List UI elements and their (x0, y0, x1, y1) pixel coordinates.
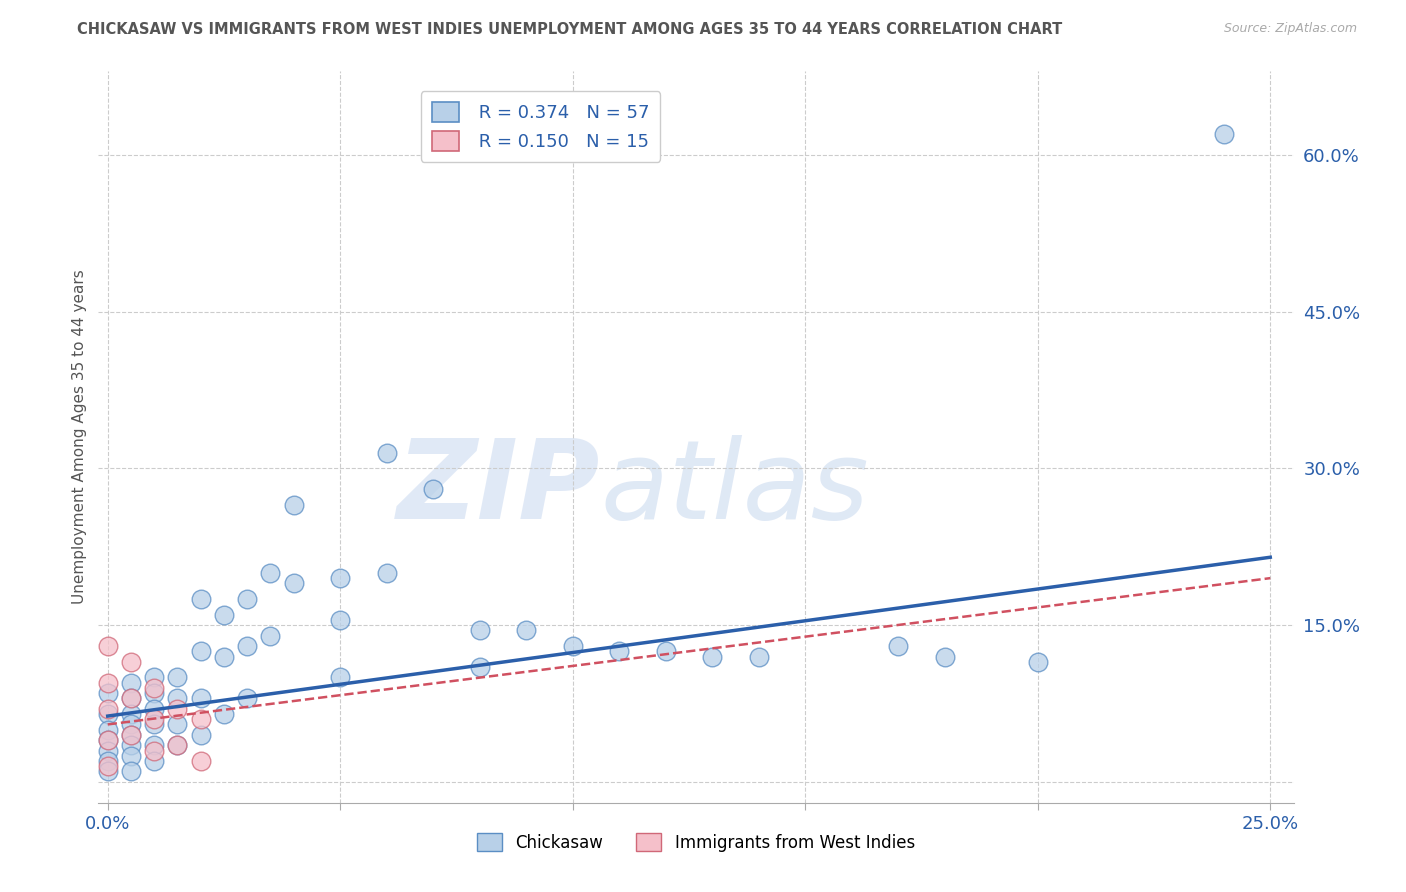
Point (468, 660, 491, 674)
Point (236, 592, 259, 607)
Point (120, 764, 142, 779)
Point (97, 743, 120, 757)
Point (120, 691, 142, 706)
Point (166, 691, 188, 706)
Point (166, 670, 188, 684)
Point (120, 748, 142, 763)
Point (236, 639, 259, 653)
Point (190, 754, 212, 768)
Point (143, 739, 166, 753)
Point (212, 607, 235, 622)
Point (1212, 127, 1234, 141)
Point (375, 446, 398, 460)
Point (236, 691, 259, 706)
Point (329, 613, 352, 627)
Point (97, 675, 120, 690)
Point (190, 691, 212, 706)
Point (329, 571, 352, 585)
Point (120, 739, 142, 753)
Point (120, 717, 142, 731)
Point (97, 702, 120, 716)
Point (375, 566, 398, 580)
Point (561, 639, 583, 653)
Text: atlas: atlas (600, 434, 869, 541)
Point (143, 712, 166, 726)
Point (212, 649, 235, 664)
Point (97, 639, 120, 653)
Text: ZIP: ZIP (396, 434, 600, 541)
Point (97, 723, 120, 737)
Point (468, 624, 491, 638)
Point (97, 706, 120, 721)
Point (190, 592, 212, 607)
Point (166, 739, 188, 753)
Point (120, 675, 142, 690)
Point (97, 764, 120, 779)
Point (120, 691, 142, 706)
Point (97, 754, 120, 768)
Point (97, 733, 120, 747)
Point (283, 576, 305, 591)
Point (166, 717, 188, 731)
Point (607, 644, 630, 658)
Point (143, 670, 166, 684)
Text: CHICKASAW VS IMMIGRANTS FROM WEST INDIES UNEMPLOYMENT AMONG AGES 35 TO 44 YEARS : CHICKASAW VS IMMIGRANTS FROM WEST INDIES… (77, 22, 1063, 37)
Point (120, 706, 142, 721)
Point (120, 728, 142, 742)
Point (329, 670, 352, 684)
Point (190, 728, 212, 742)
Point (97, 686, 120, 700)
Point (143, 686, 166, 700)
Point (143, 702, 166, 716)
Y-axis label: Unemployment Among Ages 35 to 44 years: Unemployment Among Ages 35 to 44 years (72, 269, 87, 605)
Point (120, 655, 142, 669)
Point (887, 639, 910, 653)
Point (97, 759, 120, 773)
Point (143, 743, 166, 757)
Point (702, 649, 724, 664)
Point (748, 649, 770, 664)
Point (166, 702, 188, 716)
Point (259, 566, 281, 580)
Point (166, 739, 188, 753)
Point (934, 649, 956, 664)
Point (97, 733, 120, 747)
Point (212, 706, 235, 721)
Point (655, 644, 678, 658)
Point (422, 483, 444, 497)
Text: Source: ZipAtlas.com: Source: ZipAtlas.com (1223, 22, 1357, 36)
Point (283, 498, 305, 512)
Point (190, 644, 212, 658)
Point (120, 728, 142, 742)
Point (515, 624, 537, 638)
Point (143, 754, 166, 768)
Point (143, 681, 166, 695)
Point (259, 629, 281, 643)
Legend: Chickasaw, Immigrants from West Indies: Chickasaw, Immigrants from West Indies (468, 825, 924, 860)
Point (143, 717, 166, 731)
Point (190, 712, 212, 726)
Point (1026, 655, 1049, 669)
